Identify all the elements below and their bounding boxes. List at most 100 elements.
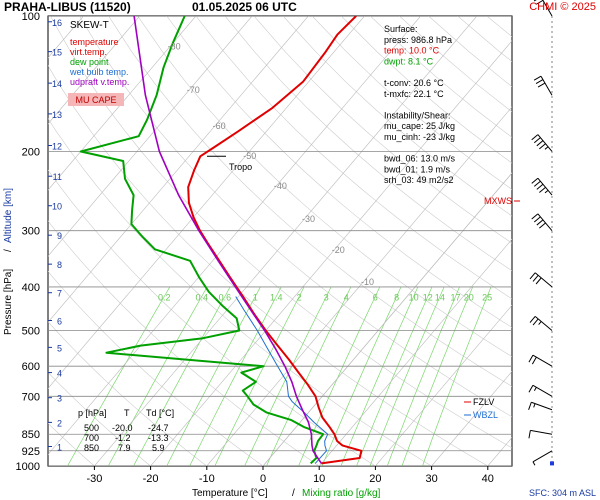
isotherm-line [94, 16, 478, 466]
wind-barb-staff [532, 354, 553, 367]
datetime: 01.05.2025 06 UTC [192, 0, 297, 14]
wind-barb-flag [533, 137, 541, 144]
mixing-ratio-tick: 3 [324, 292, 329, 302]
mixing-ratio-tick: 4 [344, 292, 349, 302]
pressure-tick-label: 500 [22, 326, 40, 338]
mxws-label: MXWS [484, 196, 512, 206]
series-udpraft-v-temp-line [133, 16, 323, 464]
isotherm-line [48, 16, 421, 455]
pressure-tick-label: 400 [22, 282, 40, 294]
x-tick-label: 0 [260, 473, 266, 485]
mixing-ratio-tick: 20 [464, 292, 474, 302]
grid-layer [48, 16, 600, 466]
mixing-ratio-tick: 25 [482, 292, 492, 302]
mixing-ratio-tick: 10 [409, 292, 419, 302]
wind-barb-half-flag [532, 461, 536, 466]
wind-barb-flag [531, 177, 539, 184]
wind-barb-half-flag [533, 403, 536, 408]
mixing-ratio-tick: 0.4 [195, 292, 208, 302]
legend-item-temperature: temperature [70, 37, 119, 47]
dry-adiabat [166, 16, 512, 328]
legend: SKEW-T temperature virt.temp. dew point … [68, 20, 129, 106]
surface-info-line: t-mxfc: 22.1 °C [384, 89, 444, 99]
pressure-tick-label: 600 [22, 361, 40, 373]
pressure-tick-label: 200 [22, 146, 40, 158]
wind-barb-half-flag [544, 189, 549, 194]
mixing-ratio-tick: 0.6 [219, 292, 232, 302]
x-tick-label: 40 [482, 473, 494, 485]
wind-barb-half-flag [544, 146, 549, 150]
wind-barb-flag [533, 180, 541, 187]
surface-info-line: temp: 10.0 °C [384, 46, 440, 56]
altitude-tick-label: 6 [57, 317, 62, 327]
wind-barb-flag [535, 79, 544, 85]
isotherm-label: -40 [274, 181, 287, 191]
wind-barb-flag [533, 75, 542, 81]
station-title: PRAHA-LIBUS (11520) [4, 0, 131, 14]
surface-info-line: dwpt: 8.1 °C [384, 56, 434, 66]
legend-item-updraft: udpraft v.temp. [70, 77, 129, 87]
altitude-tick-label: 7 [57, 289, 62, 299]
wind-barb-flag [531, 213, 539, 220]
isotherm-line [206, 106, 512, 466]
series-dew-point-line [79, 16, 325, 465]
isotherm-line [375, 304, 512, 466]
table-header-t: T [124, 408, 130, 418]
wind-barb-staff [532, 384, 553, 397]
wind-barb-half-flag [538, 321, 542, 325]
altitude-tick-label: 1 [57, 442, 62, 452]
isotherm-line [262, 172, 512, 466]
legend-title: SKEW-T [70, 20, 109, 31]
series-wet-bulb-temp-line [235, 296, 329, 464]
mixing-ratio-title: Mixing ratio [g/kg] [302, 488, 381, 499]
altitude-tick-label: 13 [52, 110, 62, 120]
x-tick-label: -20 [143, 473, 159, 485]
isotherm-line [544, 16, 600, 466]
isotherm-label: -20 [332, 245, 345, 255]
table-cell: -24.7 [148, 423, 169, 433]
wind-barb [533, 75, 553, 96]
wind-barb-flag [532, 275, 539, 282]
isotherm-line [48, 16, 365, 389]
wbzl-label: WBZL [473, 410, 498, 420]
wind-barb [531, 134, 553, 152]
wind-barb [531, 213, 553, 232]
y-axis-separator: / [3, 249, 14, 252]
legend-item-virt-temp: virt.temp. [70, 47, 107, 57]
dry-adiabat [108, 16, 512, 387]
isotherm-label: -50 [243, 151, 256, 161]
wind-barb-staff [532, 450, 553, 463]
wind-barb-flag [537, 82, 546, 88]
wind-barb-flag [529, 316, 536, 323]
table-cell: 850 [84, 443, 99, 453]
isotherm-line [431, 370, 512, 466]
wind-barb-flag [539, 143, 546, 150]
altitude-tick-label: 16 [52, 18, 62, 28]
wind-barb [528, 401, 553, 411]
wind-barb-flag [528, 354, 534, 363]
overlay-layer: -80 -70 -60 -50 -40 -30 -20 -10 0.2 0.4 0.6 1 1.4 2 3 4… [16, 0, 554, 485]
table-cell: 7.9 [118, 443, 131, 453]
isotherm-line [48, 16, 140, 125]
wind-barb-flag [531, 356, 537, 365]
table-cell: -1.2 [115, 433, 131, 443]
wind-barb [531, 177, 553, 196]
wind-barb-half-flag [533, 387, 537, 391]
fzlv-label: FZLV [473, 397, 494, 407]
pressure-tick-label: 1000 [16, 461, 40, 473]
surface-info-line: Instability/Shear: [384, 110, 451, 120]
altitude-tick-label: 15 [52, 48, 62, 58]
dry-adiabat [282, 16, 512, 217]
mixing-ratio-tick: 1.4 [270, 292, 283, 302]
wind-barb-staff [530, 429, 553, 435]
mixing-ratio-tick: 1 [253, 292, 258, 302]
wind-barb [528, 384, 553, 397]
isotherm-label: -10 [361, 277, 374, 287]
wind-barb [533, 0, 553, 17]
wind-barb-flag [532, 318, 539, 326]
isotherm-line [48, 16, 253, 257]
x-tick-label: 20 [369, 473, 381, 485]
mixing-ratio-tick: 12 [423, 292, 433, 302]
surface-info-line: bwd_06: 13.0 m/s [384, 154, 456, 164]
surface-info-line: srh_03: 49 m2/s2 [384, 175, 454, 185]
